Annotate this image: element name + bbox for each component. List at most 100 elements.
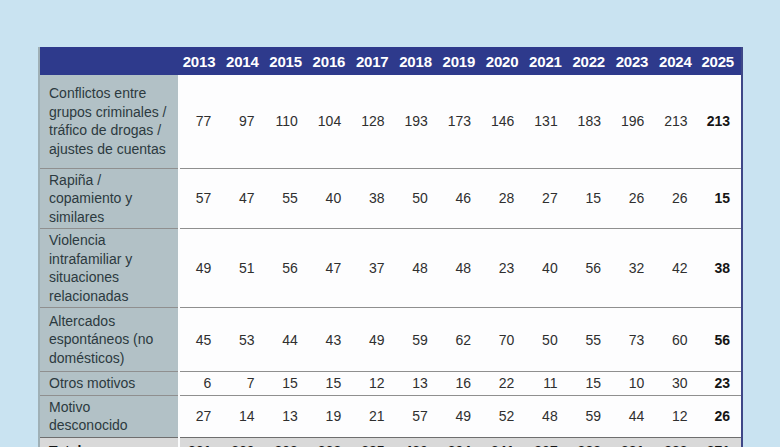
value-cell: 26 [655, 168, 698, 229]
row-label: Rapiña / copamiento y similares [39, 168, 179, 229]
year-header-cell: 2020 [482, 47, 525, 75]
value-cell: 15 [266, 372, 309, 396]
value-cell: 6 [179, 372, 222, 396]
table-row: Motivo desconocido2714131921574952485944… [39, 395, 742, 437]
value-cell: 128 [352, 75, 395, 168]
year-header-cell: 2014 [222, 47, 265, 75]
value-cell: 73 [612, 308, 655, 372]
value-cell: 285 [352, 437, 395, 447]
value-cell: 26 [699, 395, 742, 437]
value-cell: 43 [309, 308, 352, 372]
year-header-cell: 2017 [352, 47, 395, 75]
value-cell: 307 [525, 437, 568, 447]
value-cell: 183 [569, 75, 612, 168]
value-cell: 55 [569, 308, 612, 372]
value-cell: 268 [309, 437, 352, 447]
value-cell: 213 [699, 75, 742, 168]
value-cell: 59 [569, 395, 612, 437]
value-cell: 27 [179, 395, 222, 437]
value-cell: 19 [309, 395, 352, 437]
value-cell: 70 [482, 308, 525, 372]
value-cell: 27 [525, 168, 568, 229]
value-cell: 15 [699, 168, 742, 229]
value-cell: 341 [482, 437, 525, 447]
value-cell: 48 [439, 229, 482, 308]
year-header-cell: 2019 [439, 47, 482, 75]
year-header-cell: 2023 [612, 47, 655, 75]
value-cell: 40 [525, 229, 568, 308]
year-header-row: 2013201420152016201720182019202020212022… [39, 47, 742, 75]
year-header-cell: 2018 [395, 47, 438, 75]
value-cell: 77 [179, 75, 222, 168]
table-row: Rapiña / copamiento y similares574755403… [39, 168, 742, 229]
value-cell: 383 [569, 437, 612, 447]
total-row: Total26126929326828542039434130738338138… [39, 437, 742, 447]
value-cell: 15 [569, 372, 612, 396]
year-header-cell: 2021 [525, 47, 568, 75]
value-cell: 56 [266, 229, 309, 308]
year-header-cell: 2013 [179, 47, 222, 75]
value-cell: 56 [569, 229, 612, 308]
value-cell: 48 [395, 229, 438, 308]
value-cell: 38 [352, 168, 395, 229]
value-cell: 104 [309, 75, 352, 168]
value-cell: 381 [612, 437, 655, 447]
value-cell: 371 [699, 437, 742, 447]
value-cell: 23 [482, 229, 525, 308]
page-background: 2013201420152016201720182019202020212022… [0, 0, 780, 447]
value-cell: 60 [655, 308, 698, 372]
value-cell: 50 [525, 308, 568, 372]
value-cell: 11 [525, 372, 568, 396]
value-cell: 110 [266, 75, 309, 168]
motives-by-year-table: 2013201420152016201720182019202020212022… [38, 47, 743, 447]
value-cell: 59 [395, 308, 438, 372]
value-cell: 21 [352, 395, 395, 437]
value-cell: 13 [395, 372, 438, 396]
value-cell: 15 [569, 168, 612, 229]
value-cell: 383 [655, 437, 698, 447]
row-label: Total [39, 437, 179, 447]
value-cell: 47 [222, 168, 265, 229]
value-cell: 51 [222, 229, 265, 308]
value-cell: 26 [612, 168, 655, 229]
value-cell: 30 [655, 372, 698, 396]
value-cell: 46 [439, 168, 482, 229]
year-header-cell: 2025 [699, 47, 742, 75]
value-cell: 22 [482, 372, 525, 396]
value-cell: 261 [179, 437, 222, 447]
value-cell: 131 [525, 75, 568, 168]
value-cell: 14 [222, 395, 265, 437]
value-cell: 42 [655, 229, 698, 308]
value-cell: 23 [699, 372, 742, 396]
table-row: Conflictos entre grupos criminales / trá… [39, 75, 742, 168]
value-cell: 45 [179, 308, 222, 372]
table-row: Violencia intrafamiliar y situaciones re… [39, 229, 742, 308]
value-cell: 213 [655, 75, 698, 168]
year-header-cell: 2015 [266, 47, 309, 75]
value-cell: 173 [439, 75, 482, 168]
value-cell: 32 [612, 229, 655, 308]
value-cell: 44 [266, 308, 309, 372]
value-cell: 56 [699, 308, 742, 372]
value-cell: 196 [612, 75, 655, 168]
row-label: Conflictos entre grupos criminales / trá… [39, 75, 179, 168]
value-cell: 7 [222, 372, 265, 396]
value-cell: 420 [395, 437, 438, 447]
value-cell: 12 [352, 372, 395, 396]
value-cell: 55 [266, 168, 309, 229]
year-header-cell: 2022 [569, 47, 612, 75]
value-cell: 16 [439, 372, 482, 396]
value-cell: 50 [395, 168, 438, 229]
value-cell: 62 [439, 308, 482, 372]
row-label: Otros motivos [39, 372, 179, 396]
table-row: Altercados espontáneos (no domésticos)45… [39, 308, 742, 372]
year-header-cell: 2016 [309, 47, 352, 75]
value-cell: 57 [179, 168, 222, 229]
row-label: Violencia intrafamiliar y situaciones re… [39, 229, 179, 308]
row-label: Motivo desconocido [39, 395, 179, 437]
value-cell: 97 [222, 75, 265, 168]
value-cell: 269 [222, 437, 265, 447]
value-cell: 10 [612, 372, 655, 396]
year-header-cell: 2024 [655, 47, 698, 75]
value-cell: 53 [222, 308, 265, 372]
